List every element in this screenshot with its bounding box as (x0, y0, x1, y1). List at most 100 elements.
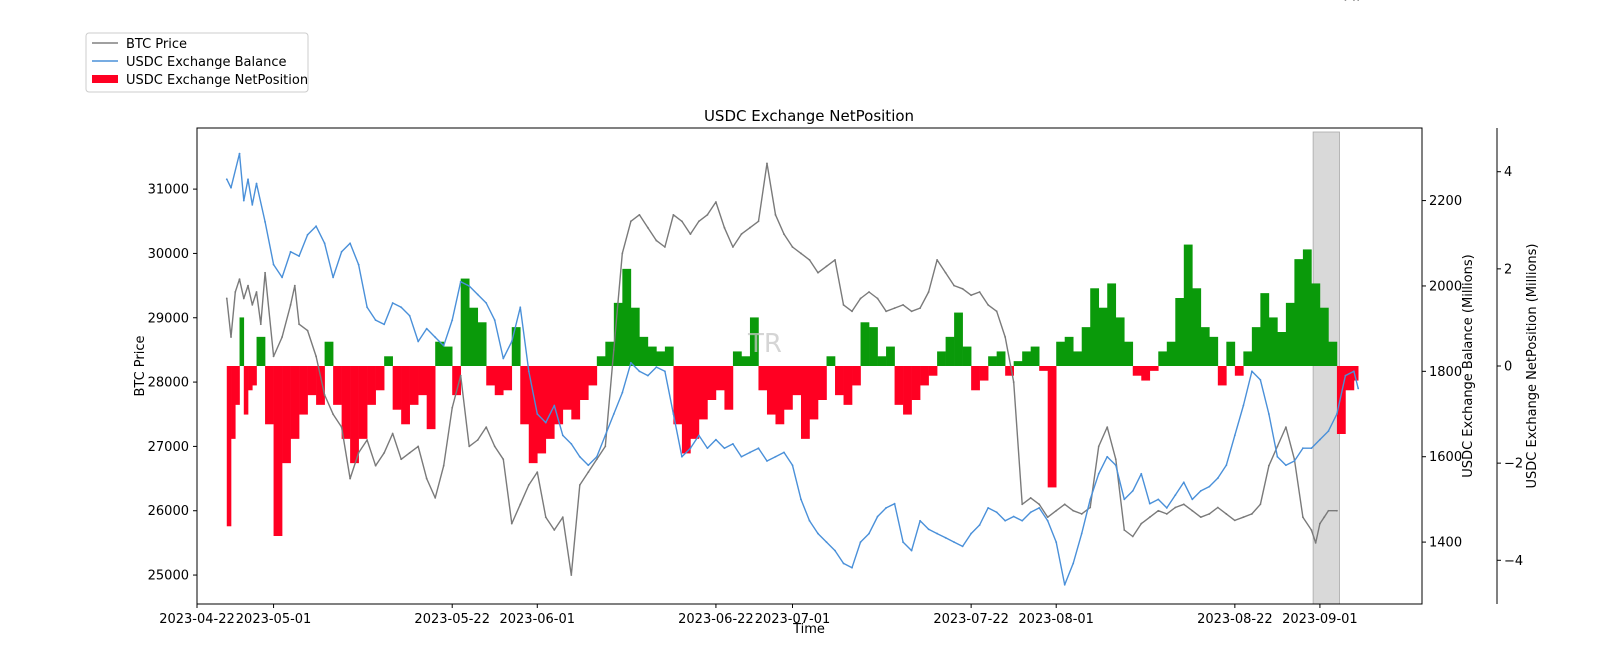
netposition-bar (1217, 366, 1227, 386)
usdc-balance-point (1336, 413, 1338, 415)
netposition-bar (886, 346, 895, 366)
usdc-balance-point (1242, 404, 1245, 407)
btc-price-point (242, 297, 245, 300)
netposition-bar (622, 268, 632, 366)
netposition-bar (341, 366, 351, 439)
usdc-balance-point (255, 182, 258, 185)
y-right2-tick-label: 0 (1504, 360, 1512, 375)
usdc-balance-point (970, 532, 973, 535)
btc-price-point (893, 307, 896, 310)
btc-price-point (315, 355, 317, 358)
btc-price-point (510, 522, 513, 525)
netposition-bar (588, 366, 598, 386)
netposition-bar (843, 366, 853, 405)
btc-price-point (391, 432, 394, 435)
x-tick-label: 2023-07-22 (933, 612, 1009, 627)
netposition-bar (613, 302, 623, 366)
netposition-bar (707, 366, 717, 400)
netposition-bar (282, 366, 291, 464)
netposition-bar (800, 366, 810, 439)
y-left-tick-label: 29000 (148, 311, 189, 326)
btc-price-point (1225, 513, 1228, 515)
usdc-balance-point (672, 413, 675, 415)
netposition-bar (1285, 302, 1295, 366)
netposition-bar (579, 366, 589, 400)
btc-price-point (766, 162, 768, 165)
usdc-balance-point (298, 255, 300, 257)
netposition-bar (1302, 249, 1312, 366)
usdc-balance-point (1344, 374, 1347, 377)
usdc-balance-point (1123, 498, 1126, 501)
btc-price-point (1302, 516, 1304, 519)
netposition-bar (877, 356, 887, 366)
netposition-bar (775, 366, 785, 425)
usdc-balance-point (1267, 413, 1270, 415)
netposition-bar (486, 366, 496, 386)
btc-price-point (1080, 513, 1083, 515)
y-left-tick-label: 28000 (148, 376, 189, 391)
y-right2-tick-label: 4 (1504, 165, 1512, 180)
netposition-bar (528, 366, 538, 464)
highlight-band-layer (1312, 131, 1340, 605)
netposition-bar (630, 307, 640, 366)
btc-price-point (1123, 529, 1126, 531)
y-right2-tick-label: −2 (1504, 457, 1523, 472)
x-tick-label: 2023-07-01 (755, 612, 831, 627)
netposition-bar (809, 366, 819, 420)
x-tick-label: 2023-05-01 (236, 612, 312, 627)
usdc-balance-point (306, 233, 309, 236)
netposition-bar (1039, 366, 1048, 371)
netposition-bar (358, 366, 368, 439)
netposition-bar (1268, 317, 1278, 366)
btc-price-point (485, 426, 488, 429)
btc-price-point (476, 439, 479, 441)
netposition-bar (1319, 307, 1329, 366)
usdc-balance-point (1225, 464, 1228, 467)
btc-price-point (1004, 336, 1007, 338)
netposition-bar (1149, 366, 1159, 371)
netposition-bar (231, 366, 236, 439)
btc-price-point (298, 323, 300, 326)
btc-price-point (1323, 516, 1326, 519)
btc-price-point (493, 445, 496, 448)
usdc-balance-point (544, 421, 547, 424)
btc-price-point (230, 336, 232, 338)
btc-price-point (1097, 445, 1100, 448)
usdc-balance-point (315, 225, 317, 228)
usdc-balance-point (902, 541, 904, 543)
netposition-bar (749, 317, 759, 366)
netposition-bar (962, 346, 972, 366)
netposition-bar (1056, 341, 1066, 366)
netposition-bar (384, 356, 393, 366)
usdc-balance-point (698, 434, 700, 437)
btc-price-point (1055, 509, 1058, 512)
usdc-balance-point (1174, 494, 1177, 497)
netposition-bar (418, 366, 427, 396)
netposition-bar (367, 366, 376, 405)
netposition-bar (920, 366, 929, 386)
btc-price-point (1344, 0, 1347, 1)
btc-price-point (817, 271, 819, 274)
btc-price-point (578, 484, 581, 486)
netposition-bar (520, 366, 530, 425)
netposition-bar (835, 366, 844, 396)
btc-price-point (408, 451, 411, 454)
usdc-balance-point (1038, 507, 1041, 509)
netposition-bar (988, 356, 997, 366)
x-tick-label: 2023-09-01 (1282, 612, 1358, 627)
y-left-axis-label: BTC Price (133, 335, 148, 396)
btc-price-point (902, 303, 904, 306)
netposition-bar (1175, 298, 1185, 366)
btc-price-point (834, 258, 836, 261)
btc-price-point (255, 291, 258, 293)
netposition-bar (1234, 366, 1244, 376)
btc-price-point (264, 271, 266, 274)
netposition-bar (452, 366, 462, 396)
usdc-balance-point (621, 391, 624, 394)
netposition-bar (1013, 361, 1023, 366)
usdc-balance-point (944, 536, 947, 539)
btc-price-point (1199, 516, 1202, 519)
usdc-balance-point (953, 541, 956, 543)
y-right2-tick-label: −4 (1504, 554, 1523, 569)
netposition-bar (265, 366, 274, 425)
